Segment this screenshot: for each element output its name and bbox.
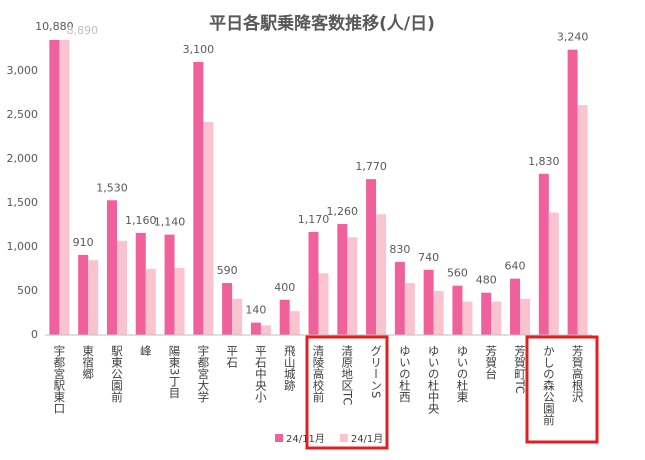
bar	[318, 273, 329, 335]
bar	[577, 105, 588, 335]
value-label: 8,890	[67, 24, 99, 37]
legend-label: 24/1月	[351, 433, 383, 445]
bar	[567, 49, 578, 336]
bar	[308, 231, 319, 335]
x-tick-label: ゆいの杜西	[398, 345, 412, 403]
bar	[78, 254, 89, 335]
x-tick-label: 陽東3丁目	[168, 345, 182, 398]
chart-title: 平日各駅乗降客数推移(人/日)	[209, 13, 435, 34]
bar	[452, 285, 463, 335]
x-tick-label: 駅東公園前	[110, 345, 124, 403]
bar	[394, 261, 405, 335]
bar	[520, 298, 531, 335]
x-tick-label: グリーンS	[369, 345, 383, 398]
bar	[59, 40, 70, 336]
bar	[135, 232, 146, 335]
y-tick-label: 2,000	[7, 152, 39, 165]
bar	[88, 260, 99, 335]
bar	[174, 268, 185, 335]
bar	[289, 311, 300, 335]
x-tick-label: 清陵高校前	[312, 345, 326, 403]
value-label: 140	[245, 304, 266, 317]
bar	[116, 240, 127, 335]
value-label: 400	[274, 281, 295, 294]
bar	[145, 268, 156, 335]
bar	[366, 179, 377, 335]
y-tick-label: 1,500	[7, 196, 39, 209]
y-tick-label: 0	[31, 328, 38, 341]
bar	[510, 278, 521, 335]
x-tick-label: 飛山城跡	[283, 345, 297, 392]
bar	[232, 298, 243, 335]
legend-swatch	[275, 434, 283, 442]
bar	[250, 322, 261, 335]
bar	[491, 301, 502, 335]
plot-area	[49, 40, 588, 336]
bar	[433, 290, 444, 335]
highlight-box	[525, 335, 599, 444]
value-label: 3,240	[557, 31, 589, 44]
x-tick-label: ゆいの杜中央	[427, 345, 441, 415]
value-label: 1,770	[355, 160, 387, 173]
bar	[222, 283, 233, 335]
y-tick-label: 1,000	[7, 240, 39, 253]
value-label: 3,100	[183, 43, 215, 56]
value-label: 1,160	[125, 214, 157, 227]
x-tick-label: 芳賀高根沢	[571, 344, 585, 403]
value-label: 910	[73, 236, 94, 249]
bar	[193, 62, 204, 336]
value-label: 1,830	[528, 155, 560, 168]
x-tick-label: 平石中央小	[254, 345, 268, 403]
value-label: 640	[505, 260, 526, 273]
y-tick-label: 3,000	[7, 64, 39, 77]
bar	[49, 40, 60, 335]
value-label: 740	[418, 251, 439, 264]
x-tick-label: 芳賀台	[484, 344, 498, 379]
bar	[106, 200, 117, 335]
x-tick-label: 峰	[139, 345, 153, 357]
value-label: 560	[447, 267, 468, 280]
value-label: 1,260	[327, 205, 359, 218]
legend-label: 24/11月	[286, 433, 325, 445]
x-tick-label: 清原地区TC	[340, 345, 354, 405]
x-tick-label: 芳賀町TC	[513, 344, 527, 394]
bar	[538, 173, 549, 335]
x-tick-label: ゆいの杜東	[455, 345, 469, 403]
bar	[279, 299, 290, 335]
bar	[347, 237, 358, 335]
bar	[548, 212, 559, 335]
value-label: 590	[217, 264, 238, 277]
x-tick-label: かしの森公園前	[542, 345, 556, 426]
x-tick-label: 宇都宮駅東口	[52, 345, 66, 414]
bar	[164, 234, 175, 335]
bar	[404, 283, 415, 335]
bar	[260, 325, 271, 335]
x-tick-label: 東宿郷	[81, 345, 95, 380]
legend-swatch	[339, 434, 348, 442]
y-tick-label: 500	[17, 284, 38, 297]
value-label: 1,530	[96, 181, 128, 194]
value-label: 480	[476, 274, 497, 287]
bar	[481, 292, 492, 335]
y-tick-label: 2,500	[7, 108, 39, 121]
value-label: 1,140	[154, 216, 186, 229]
highlight-box	[305, 335, 389, 450]
x-tick-label: 平石	[225, 345, 239, 368]
bar	[423, 269, 434, 335]
bar	[462, 301, 473, 335]
bar	[203, 121, 214, 335]
bar	[376, 214, 387, 335]
value-label: 10,880	[35, 20, 74, 33]
value-label: 830	[389, 243, 410, 256]
x-tick-label: 宇都宮大学	[196, 345, 210, 403]
value-label: 1,170	[298, 213, 330, 226]
bar	[337, 224, 348, 335]
